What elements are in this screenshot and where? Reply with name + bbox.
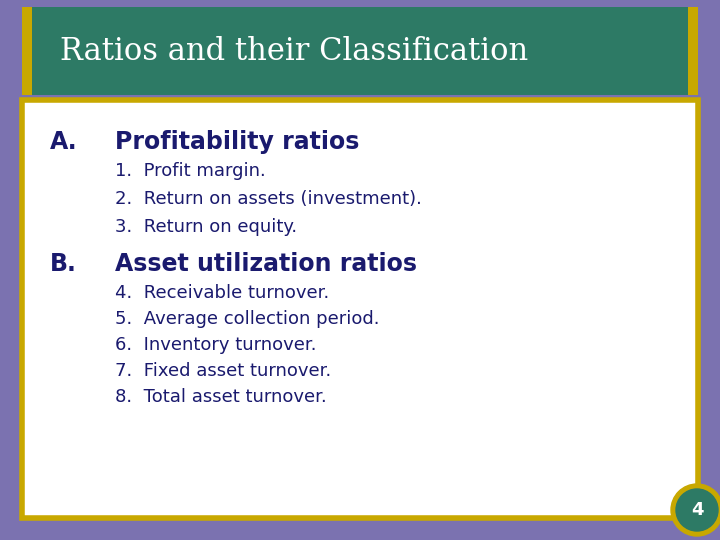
Circle shape: [676, 489, 718, 531]
Text: 6.  Inventory turnover.: 6. Inventory turnover.: [115, 336, 317, 354]
Text: Profitability ratios: Profitability ratios: [115, 130, 359, 154]
Text: Ratios and their Classification: Ratios and their Classification: [60, 36, 528, 66]
Bar: [32, 7, 688, 95]
Bar: [22, 7, 32, 95]
Text: 4: 4: [690, 501, 703, 519]
Text: 3.  Return on equity.: 3. Return on equity.: [115, 218, 297, 236]
Text: 7.  Fixed asset turnover.: 7. Fixed asset turnover.: [115, 362, 331, 380]
Text: 5.  Average collection period.: 5. Average collection period.: [115, 310, 379, 328]
Circle shape: [671, 484, 720, 536]
Text: B.: B.: [50, 252, 77, 276]
Bar: [22, 100, 698, 518]
Text: 2.  Return on assets (investment).: 2. Return on assets (investment).: [115, 190, 422, 208]
Bar: [688, 7, 698, 95]
Text: 4.  Receivable turnover.: 4. Receivable turnover.: [115, 284, 329, 302]
Text: 1.  Profit margin.: 1. Profit margin.: [115, 162, 266, 180]
Text: Asset utilization ratios: Asset utilization ratios: [115, 252, 417, 276]
Text: A.: A.: [50, 130, 78, 154]
Text: 8.  Total asset turnover.: 8. Total asset turnover.: [115, 388, 327, 406]
